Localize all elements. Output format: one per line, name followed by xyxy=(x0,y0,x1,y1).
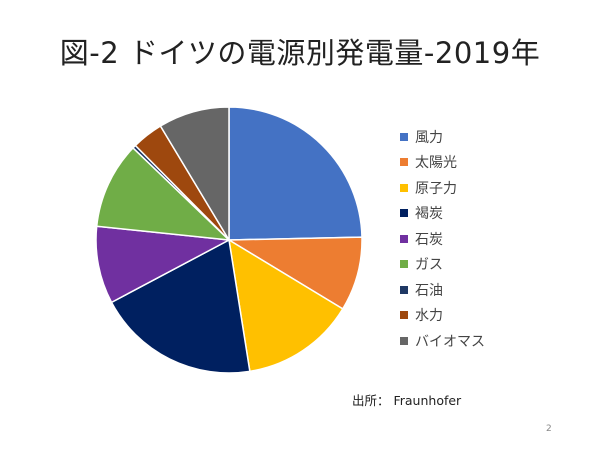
legend-item-1: 風力 xyxy=(400,124,485,150)
legend-swatch xyxy=(400,311,408,320)
legend-item-7: 石油 xyxy=(400,277,485,303)
pie-slice-9 xyxy=(159,106,230,241)
legend-label: ガス xyxy=(415,257,443,274)
legend-label: 原子力 xyxy=(415,180,457,197)
source-note: 出所： Fraunhofer xyxy=(352,393,462,408)
legend-swatch xyxy=(400,234,408,243)
legend-item-4: 褐炭 xyxy=(400,201,485,227)
legend-label: 風力 xyxy=(415,129,443,146)
legend-item-2: 太陽光 xyxy=(400,150,485,176)
pie-slice-5 xyxy=(95,225,230,304)
legend-item-3: 原子力 xyxy=(400,175,485,201)
legend-item-8: 水力 xyxy=(400,303,485,329)
legend-label: 褐炭 xyxy=(415,206,443,223)
pie-slice-3 xyxy=(228,239,344,373)
pie-slice-4 xyxy=(110,239,251,374)
legend-swatch xyxy=(400,336,408,345)
legend-item-6: ガス xyxy=(400,252,485,278)
chart-legend: 風力太陽光原子力褐炭石炭ガス石油水力バイオマス xyxy=(400,124,485,354)
legend-swatch xyxy=(400,132,408,141)
legend-swatch xyxy=(400,158,408,167)
slide-title: 図-2 ドイツの電源別発電量-2019年 xyxy=(59,36,541,70)
page-number: 2 xyxy=(546,424,552,434)
legend-label: 太陽光 xyxy=(415,155,457,172)
pie-slice-6 xyxy=(95,147,230,241)
pie-slice-1 xyxy=(228,106,363,241)
legend-label: 石炭 xyxy=(415,231,443,248)
legend-swatch xyxy=(400,260,408,269)
legend-label: 石油 xyxy=(415,282,443,299)
legend-swatch xyxy=(400,183,408,192)
legend-swatch xyxy=(400,285,408,294)
legend-item-9: バイオマス xyxy=(400,328,485,354)
legend-item-5: 石炭 xyxy=(400,226,485,252)
legend-swatch xyxy=(400,209,408,218)
legend-label: バイオマス xyxy=(415,333,485,350)
legend-label: 水力 xyxy=(415,308,443,325)
